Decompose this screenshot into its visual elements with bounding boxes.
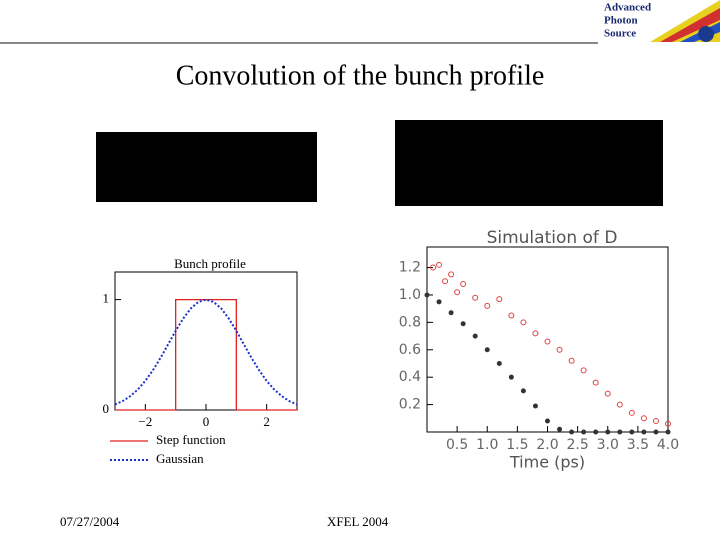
data-point	[436, 261, 443, 268]
data-point	[665, 429, 671, 435]
data-point	[508, 374, 514, 380]
redacted-box	[96, 132, 317, 202]
data-point	[532, 403, 538, 409]
y-tick-label: 0	[103, 401, 110, 416]
data-point	[448, 310, 454, 316]
data-point	[628, 409, 635, 416]
y-tick-label: 1.2	[399, 260, 421, 276]
data-point	[544, 338, 551, 345]
chart-title: Bunch profile	[174, 256, 246, 271]
logo-text: Advanced	[604, 2, 651, 14]
data-point	[568, 357, 575, 364]
y-tick-label: 0.4	[399, 369, 421, 385]
footer-event: XFEL 2004	[327, 514, 389, 529]
chart: Bunch profile −2 0 2 0 1 Step function Gaussian	[103, 256, 298, 466]
data-point	[641, 429, 647, 435]
x-axis-label: Time (ps)	[509, 453, 585, 472]
logo-text: Photon	[604, 15, 638, 27]
data-point	[508, 312, 515, 319]
data-point	[580, 367, 587, 374]
y-tick-label: 0.2	[399, 397, 421, 413]
plot-frame	[114, 271, 298, 411]
data-point	[640, 415, 647, 422]
logo-emblem	[698, 26, 714, 42]
data-point	[569, 429, 575, 435]
series-line	[114, 298, 298, 406]
x-tick-label: 2.0	[536, 437, 558, 453]
data-point	[665, 420, 671, 427]
data-point	[532, 330, 539, 337]
x-tick-label: 4.0	[657, 437, 679, 453]
data-point	[605, 429, 611, 435]
redacted-box	[395, 120, 663, 206]
data-point	[436, 299, 442, 305]
y-tick-label: 1	[103, 291, 110, 306]
legend-label: Step function	[156, 432, 226, 447]
data-point	[448, 271, 455, 278]
data-point	[496, 360, 502, 366]
x-tick-label: 1.5	[506, 437, 528, 453]
logo: Advanced Photon Source	[604, 0, 720, 42]
data-point	[616, 401, 623, 408]
y-tick-label: 0.6	[399, 342, 421, 358]
data-point	[424, 292, 430, 298]
chart-title: Simulation of D	[487, 228, 618, 248]
data-point	[604, 390, 611, 397]
data-point	[652, 418, 659, 425]
data-point	[472, 333, 478, 339]
data-point	[629, 429, 635, 435]
chart: Simulation of D 0.5 1.0 1.5 2.0 2.5 3.0 3.5 4.0 0…	[399, 228, 679, 472]
data-point	[653, 429, 659, 435]
data-point	[472, 294, 479, 301]
footer-date: 07/27/2004	[60, 514, 120, 529]
logo-text: Source	[604, 28, 636, 40]
data-point	[430, 264, 437, 271]
x-tick-label: 3.5	[627, 437, 649, 453]
data-point	[557, 426, 563, 432]
x-tick-label: 0.5	[446, 437, 468, 453]
data-point	[592, 379, 599, 386]
data-point	[617, 429, 623, 435]
x-tick-label: 2	[263, 414, 270, 429]
x-tick-label: 0	[203, 414, 210, 429]
x-tick-label: −2	[138, 414, 152, 429]
data-point	[520, 388, 526, 394]
data-point	[556, 346, 563, 353]
data-point	[460, 281, 467, 287]
data-point	[454, 289, 461, 296]
series-line	[115, 298, 297, 411]
data-point	[545, 418, 550, 424]
data-point	[581, 429, 587, 435]
data-point	[520, 319, 527, 326]
data-point	[442, 278, 449, 285]
x-tick-label: 1.0	[476, 437, 498, 453]
legend-label: Gaussian	[156, 451, 204, 466]
data-point	[496, 296, 503, 303]
data-point	[460, 321, 466, 327]
x-tick-label: 3.0	[597, 437, 619, 453]
logo-rainbow	[660, 8, 720, 42]
data-point	[484, 347, 490, 353]
x-tick-label: 2.5	[566, 437, 588, 453]
slide-title: Convolution of the bunch profile	[176, 60, 545, 91]
y-tick-label: 1.0	[399, 287, 421, 303]
data-point	[593, 429, 599, 435]
data-point	[484, 302, 491, 309]
y-tick-label: 0.8	[399, 314, 421, 330]
